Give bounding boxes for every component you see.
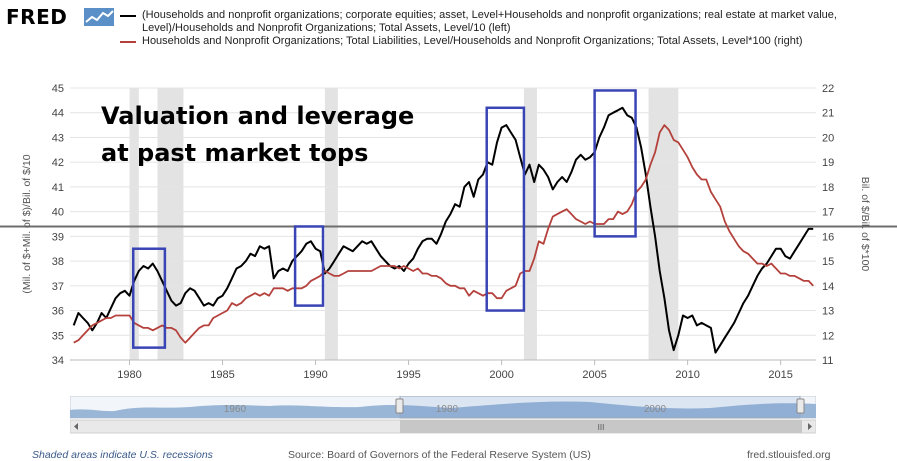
x-tick-label: 1985 (210, 369, 234, 381)
highlight-box (593, 89, 637, 238)
left-tick-label: 35 (52, 330, 64, 342)
right-tick-label: 20 (822, 132, 834, 144)
x-tick-label: 2010 (675, 369, 699, 381)
recession-band (523, 88, 537, 360)
right-tick-label: 18 (822, 182, 834, 194)
annotation-title: Valuation and leverage at past market to… (101, 98, 414, 172)
legend-label: Households and Nonprofit Organizations; … (142, 35, 803, 48)
navigator-year-1980: 1980 (436, 404, 459, 415)
left-tick-label: 44 (52, 108, 64, 120)
left-tick-label: 40 (52, 207, 64, 219)
recession-band (157, 88, 184, 360)
scroll-left-arrow-icon[interactable] (74, 423, 78, 430)
highlight-box (293, 225, 325, 307)
scroll-right-arrow-icon[interactable] (808, 423, 812, 430)
right-tick-label: 19 (822, 157, 834, 169)
x-tick-label: 2005 (582, 369, 606, 381)
right-tick-label: 16 (822, 231, 834, 243)
navigator-year-1960: 1960 (224, 404, 247, 415)
x-tick-label: 1980 (117, 369, 141, 381)
left-tick-label: 42 (52, 157, 64, 169)
x-tick-label: 1990 (303, 369, 327, 381)
sparkline-logo-icon (84, 8, 114, 26)
left-tick-label: 39 (52, 231, 64, 243)
legend: (Households and nonprofit organizations;… (120, 9, 892, 49)
right-tick-label: 14 (822, 281, 834, 293)
series-line-equities (72, 106, 814, 354)
header: FRED (Households and nonprofit organizat… (0, 0, 897, 74)
site-link[interactable]: fred.stlouisfed.org (747, 449, 831, 461)
left-tick-label: 45 (52, 83, 64, 95)
recession-band (129, 88, 139, 360)
annotation-line-1: Valuation and leverage (101, 102, 415, 130)
right-tick-label: 22 (822, 83, 834, 95)
source-note: Source: Board of Governors of the Federa… (288, 449, 591, 461)
right-axis-title: Bil. of $/Bil. of $*100 (859, 177, 871, 272)
range-navigator[interactable]: 1960 1980 2000 III (70, 396, 816, 434)
left-tick-label: 34 (52, 355, 64, 367)
left-tick-label: 43 (52, 132, 64, 144)
legend-item-equities: (Households and nonprofit organizations;… (120, 9, 892, 35)
right-tick-label: 13 (822, 306, 834, 318)
right-tick-label: 21 (822, 108, 834, 120)
navigator-left-handle[interactable] (395, 398, 404, 414)
left-tick-label: 36 (52, 306, 64, 318)
right-tick-label: 17 (822, 207, 834, 219)
navigator-year-2000: 2000 (644, 404, 667, 415)
navigator-area (70, 401, 816, 418)
navigator-selected-range[interactable] (399, 396, 801, 419)
legend-label: (Households and nonprofit organizations;… (142, 9, 837, 35)
highlight-box (485, 106, 526, 312)
navigator-scrollbar-thumb[interactable] (400, 420, 802, 433)
recession-band (324, 88, 338, 360)
series-line-liabilities (73, 124, 814, 344)
annotation-line-2: at past market tops (101, 139, 369, 167)
legend-swatch-black (120, 15, 136, 17)
line-chart: 34 35 36 37 38 39 40 41 42 43 44 45 11 12 13 14 15 16 17 18… (0, 83, 897, 381)
fred-logo[interactable]: FRED (6, 6, 118, 30)
left-axis-title: (Mil. of $+Mil. of $)/Bil. of $/10 (21, 154, 33, 293)
navigator-scroll-grip: III (598, 423, 605, 432)
logo-text: FRED (6, 5, 68, 29)
footer: Shaded areas indicate U.S. recessions So… (0, 447, 897, 461)
left-tick-label: 37 (52, 281, 64, 293)
x-tick-label: 1995 (396, 369, 420, 381)
highlight-box (132, 247, 167, 349)
legend-swatch-red (120, 41, 136, 44)
left-tick-label: 41 (52, 182, 64, 194)
left-tick-label: 38 (52, 256, 64, 268)
right-tick-label: 11 (822, 355, 833, 367)
right-tick-label: 15 (822, 256, 834, 268)
legend-item-liabilities: Households and Nonprofit Organizations; … (120, 35, 892, 48)
right-tick-label: 12 (822, 330, 834, 342)
x-tick-label: 2015 (768, 369, 792, 381)
navigator-right-handle[interactable] (796, 398, 805, 414)
recession-note: Shaded areas indicate U.S. recessions (32, 449, 213, 461)
x-tick-label: 2000 (489, 369, 513, 381)
